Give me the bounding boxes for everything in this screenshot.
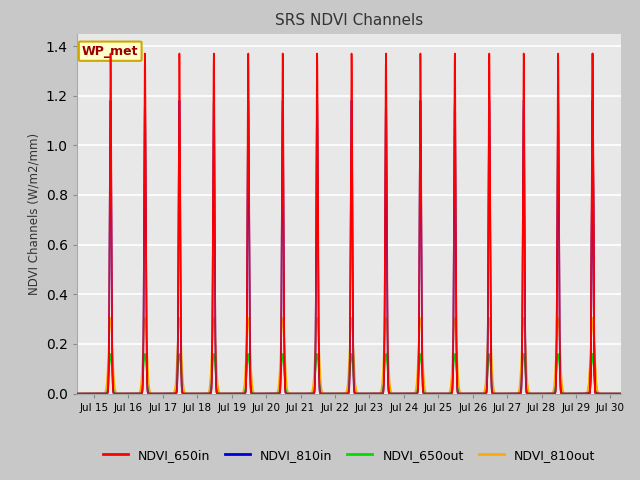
Legend: NDVI_650in, NDVI_810in, NDVI_650out, NDVI_810out: NDVI_650in, NDVI_810in, NDVI_650out, NDV… [97, 444, 600, 467]
Y-axis label: NDVI Channels (W/m2/mm): NDVI Channels (W/m2/mm) [28, 132, 40, 295]
Title: SRS NDVI Channels: SRS NDVI Channels [275, 13, 423, 28]
Text: WP_met: WP_met [82, 45, 138, 58]
